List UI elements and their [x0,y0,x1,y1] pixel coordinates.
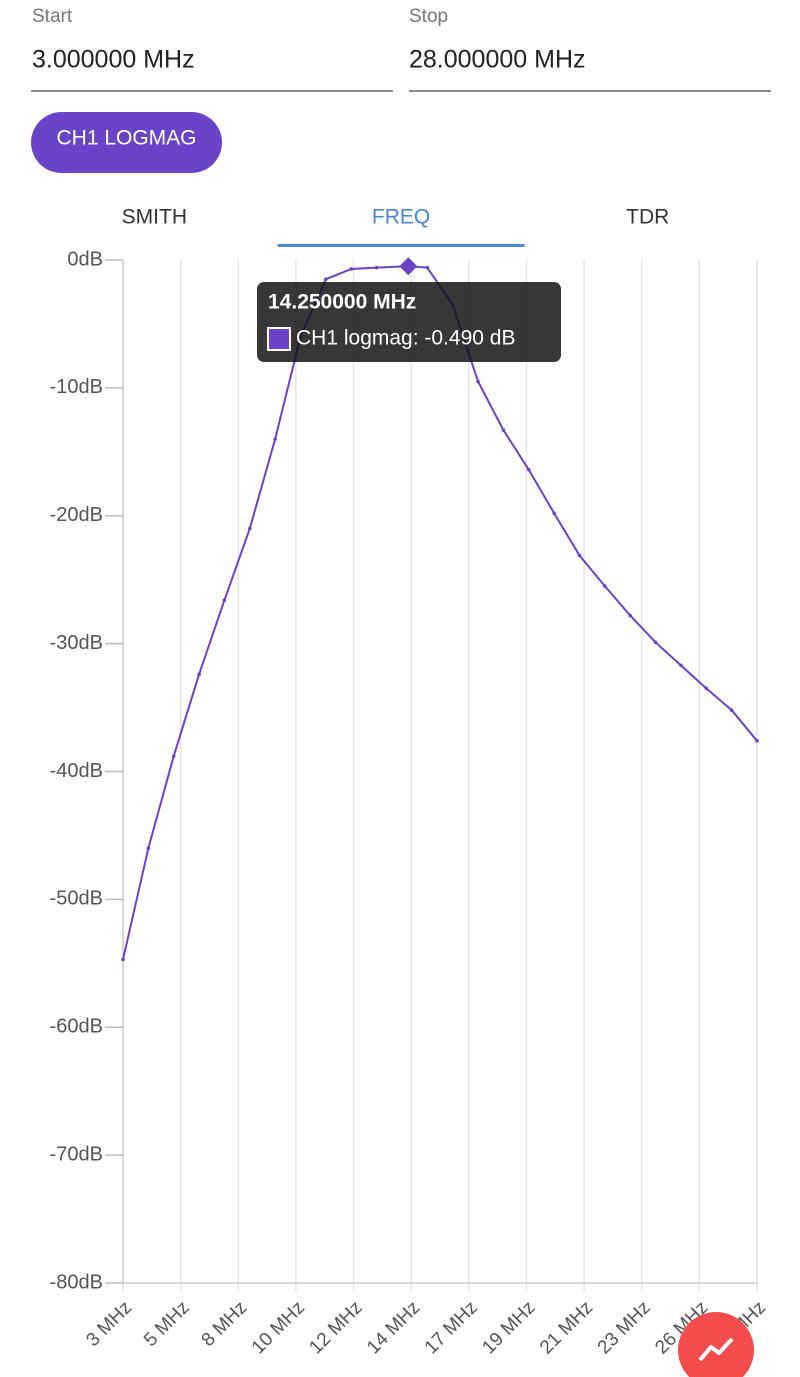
y-tick-label: -10dB [50,376,103,398]
highlight-point [399,257,418,276]
tooltip-swatch [267,327,291,351]
y-tick-label: -40dB [50,760,103,782]
fab[interactable] [678,1312,754,1377]
tabs: SMITH FREQ TDR [122,206,669,247]
stop-input[interactable]: 28.000000 MHz [409,46,586,74]
button-label: CH1 LOGMAG [56,127,196,150]
data-point [729,708,734,712]
data-point [603,584,607,588]
tooltip-title: 14.250000 MHz [268,291,416,314]
fab-button[interactable] [678,1312,754,1377]
x-tick-label: 12 MHz [305,1297,366,1358]
data-point [628,613,632,618]
stop-label: Stop [409,6,448,27]
logmag-button[interactable] [31,112,222,173]
x-tick-label: 10 MHz [248,1297,309,1358]
data-point [222,598,227,602]
data-point [374,265,379,270]
data-point [501,428,506,432]
data-point [121,957,125,962]
x-tick-label: 5 MHz [140,1297,194,1351]
x-tick-label: 19 MHz [478,1297,539,1358]
data-point [526,467,531,472]
x-tick-label: 8 MHz [198,1297,252,1351]
series-line [122,265,758,960]
start-input[interactable]: 3.000000 MHz [32,46,195,74]
fab-icon [698,1337,734,1362]
y-tick-label: -60dB [50,1016,103,1038]
data-point [146,846,151,851]
data-point [324,277,328,281]
y-tick-label: -80dB [50,1271,103,1293]
y-tick-label: -30dB [50,632,103,654]
data-point [704,686,709,691]
data-point [425,265,430,270]
tab-indicator [277,244,525,247]
data-point [679,663,683,668]
y-tick-label: -50dB [50,888,103,910]
data-point [349,267,354,271]
y-tick-label: -70dB [50,1143,103,1165]
x-tick-label: 21 MHz [536,1297,597,1358]
data-point [755,739,759,743]
tooltip-box [257,282,561,362]
y-tick-label: -20dB [50,504,103,526]
data-point [197,672,201,677]
data-point [653,640,658,645]
data-point [273,437,277,441]
tab[interactable]: SMITH [122,206,187,229]
data-point [248,526,252,531]
data-point [577,553,582,558]
x-tick-label: 14 MHz [363,1297,424,1358]
data-point [476,379,480,384]
tab[interactable]: TDR [626,206,669,229]
tooltip-label: CH1 logmag: -0.490 dB [296,327,515,350]
data-point [552,511,556,515]
y-tick-label: 0dB [67,248,103,270]
x-tick-label: 23 MHz [594,1297,655,1358]
tab[interactable]: FREQ [372,206,430,229]
x-tick-label: 3 MHz [82,1297,136,1351]
tooltip: 14.250000 MHz CH1 logmag: -0.490 dB [257,282,561,362]
start-label: Start [32,6,73,27]
data-point [171,754,176,758]
x-tick-label: 17 MHz [421,1297,482,1358]
